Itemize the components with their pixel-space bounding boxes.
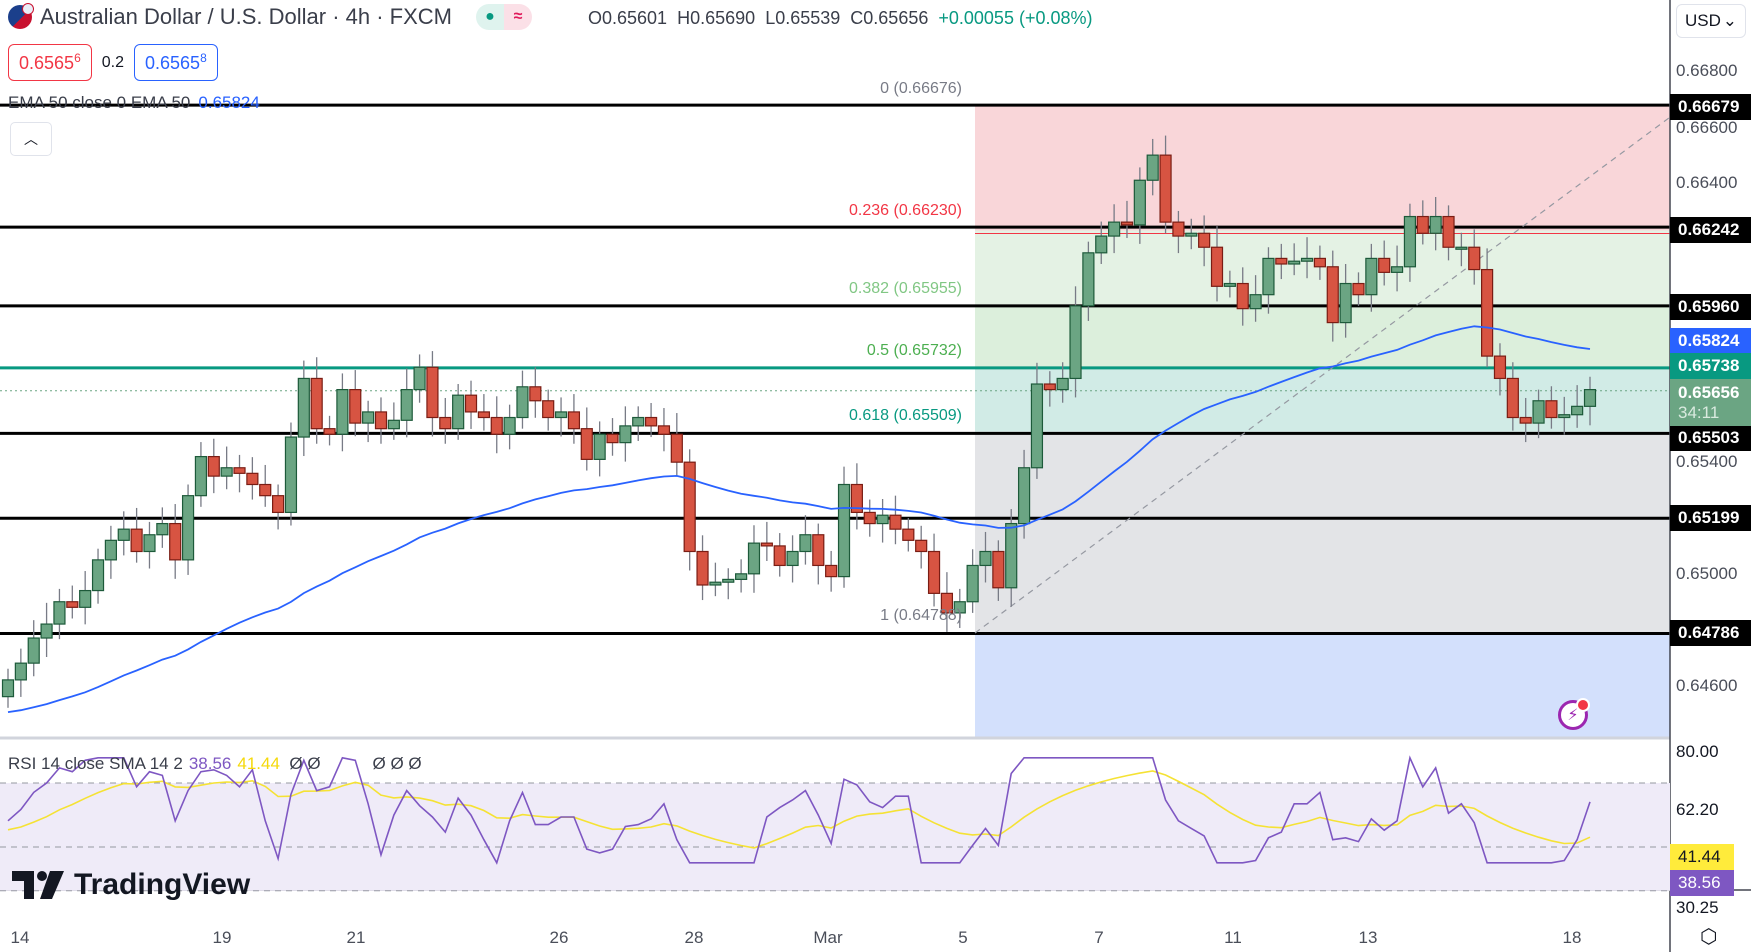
price-level-tag: 0.65503 bbox=[1670, 425, 1751, 451]
currency-select[interactable]: USD ⌄ bbox=[1676, 4, 1746, 38]
collapse-legend-button[interactable]: ︿ bbox=[10, 122, 52, 156]
bar-countdown: 34:11 bbox=[1678, 403, 1720, 422]
price-level-tag: 0.65199 bbox=[1670, 505, 1751, 531]
time-tick: 7 bbox=[1094, 928, 1104, 947]
logo-text: TradingView bbox=[74, 868, 251, 901]
settings-gear-icon[interactable]: ⬡ bbox=[1700, 926, 1718, 948]
tradingview-mark-icon bbox=[12, 871, 64, 899]
bid-pip: 6 bbox=[74, 51, 81, 65]
bid-price: 0.6565 bbox=[19, 53, 75, 73]
rsi-sma-value: 41.44 bbox=[237, 754, 280, 773]
ohlc-values: O0.65601 H0.65690 L0.65539 C0.65656 +0.0… bbox=[588, 8, 1093, 29]
status-pill[interactable]: ● ≈ bbox=[476, 4, 532, 30]
ask-pip: 8 bbox=[200, 51, 207, 65]
fib-level-label: 0.5 (0.65732) bbox=[866, 342, 962, 359]
change-value: +0.00055 (+0.08%) bbox=[938, 8, 1093, 28]
time-tick: 26 bbox=[549, 928, 569, 947]
chevron-up-icon: ︿ bbox=[24, 131, 38, 147]
rsi-tick: 30.25 bbox=[1676, 898, 1719, 917]
price-tick: 0.65400 bbox=[1676, 452, 1738, 471]
bid-ask-panel: 0.65656 0.2 0.65658 bbox=[8, 44, 218, 81]
fib-level-label: 1 (0.64788) bbox=[880, 607, 962, 624]
time-tick: 11 bbox=[1224, 928, 1242, 947]
open-value: O0.65601 bbox=[588, 8, 668, 28]
lightning-alert-icon[interactable]: ⚡ bbox=[1558, 698, 1590, 730]
time-tick: 13 bbox=[1358, 928, 1378, 947]
price-tick: 0.64600 bbox=[1676, 676, 1738, 695]
ema-value: 0.65824 bbox=[198, 93, 260, 112]
time-tick: 21 bbox=[346, 928, 366, 947]
rsi-na-values: Ø Ø bbox=[289, 754, 321, 773]
price-tick: 0.66800 bbox=[1676, 61, 1738, 80]
symbol-title[interactable]: Australian Dollar / U.S. Dollar · 4h · F… bbox=[40, 4, 452, 29]
chevron-down-icon: ⌄ bbox=[1722, 11, 1737, 30]
price-tick: 0.65000 bbox=[1676, 564, 1738, 583]
price-level-tag: 0.65960 bbox=[1670, 294, 1751, 320]
close-value: C0.65656 bbox=[850, 8, 929, 28]
aud-usd-flag-icon bbox=[8, 3, 34, 29]
last-price-value: 0.65656 bbox=[1678, 383, 1740, 402]
time-tick: 19 bbox=[212, 928, 232, 947]
fib-level-label: 0.618 (0.65509) bbox=[849, 407, 962, 424]
price-level-tag: 0.65738 bbox=[1670, 353, 1751, 379]
rsi-label: RSI 14 close SMA 14 2 bbox=[8, 754, 183, 773]
high-value: H0.65690 bbox=[677, 8, 756, 28]
low-value: L0.65539 bbox=[765, 8, 841, 28]
symbol-legend[interactable]: Australian Dollar / U.S. Dollar · 4h · F… bbox=[8, 3, 532, 30]
rsi-na-values-2: Ø Ø Ø bbox=[372, 754, 422, 773]
rsi-tick: 62.20 bbox=[1676, 800, 1719, 819]
fib-level-label: 0.236 (0.66230) bbox=[849, 202, 962, 219]
ema-legend[interactable]: EMA 50 close 0 EMA 50 0.65824 bbox=[8, 93, 260, 113]
fib-level-label: 0 (0.66676) bbox=[880, 80, 962, 97]
rsi-value-tag: 41.44 bbox=[1670, 844, 1734, 870]
time-tick: Mar bbox=[813, 928, 843, 947]
spread-value: 0.2 bbox=[101, 53, 124, 71]
sell-button[interactable]: 0.65656 bbox=[8, 44, 92, 81]
delayed-wave-icon: ≈ bbox=[504, 4, 532, 30]
price-level-tag: 0.66679 bbox=[1670, 94, 1751, 120]
price-level-tag: 0.64786 bbox=[1670, 620, 1751, 646]
fib-level-label: 0.382 (0.65955) bbox=[849, 280, 962, 297]
market-open-dot-icon: ● bbox=[476, 4, 504, 30]
time-tick: 28 bbox=[684, 928, 704, 947]
time-tick: 14 bbox=[10, 928, 30, 947]
price-level-tag: 0.66242 bbox=[1670, 217, 1751, 243]
rsi-value: 38.56 bbox=[188, 754, 232, 773]
tradingview-logo[interactable]: TradingView bbox=[12, 868, 250, 902]
rsi-tick: 80.00 bbox=[1676, 742, 1719, 761]
ask-price: 0.6565 bbox=[145, 53, 201, 73]
currency-label: USD bbox=[1685, 11, 1721, 30]
buy-button[interactable]: 0.65658 bbox=[134, 44, 218, 81]
rsi-value-tag: 38.56 bbox=[1670, 870, 1734, 896]
price-tick: 0.66600 bbox=[1676, 118, 1738, 137]
rsi-legend[interactable]: RSI 14 close SMA 14 2 38.56 41.44 Ø Ø Ø Ø … bbox=[8, 754, 422, 774]
time-tick: 5 bbox=[958, 928, 968, 947]
price-tick: 0.66400 bbox=[1676, 173, 1738, 192]
ema-label: EMA 50 close 0 EMA 50 bbox=[8, 93, 191, 112]
time-tick: 18 bbox=[1562, 928, 1582, 947]
price-level-tag: 0.65824 bbox=[1670, 328, 1751, 354]
last-price-tag: 0.65656 34:11 bbox=[1670, 379, 1751, 426]
